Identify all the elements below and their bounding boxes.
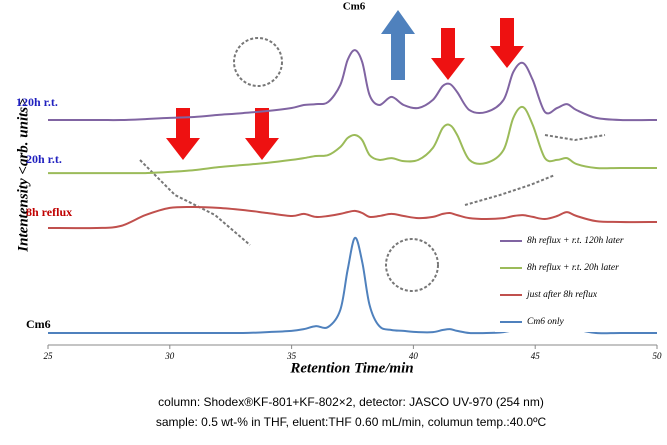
x-tick-label: 30 — [164, 351, 175, 361]
legend-label: 8h reflux + r.t. 20h later — [527, 262, 619, 273]
molecule — [464, 174, 556, 206]
curve-label: Cm6 — [26, 317, 51, 331]
molecule — [385, 238, 439, 292]
curve-label: 8h reflux — [26, 205, 72, 219]
curve-label: 120h r.t. — [16, 95, 58, 109]
red-arrow — [431, 28, 465, 80]
x-tick-label: 45 — [531, 351, 541, 361]
legend-label: Cm6 only — [527, 317, 564, 327]
legend-label: 8h reflux + r.t. 120h later — [527, 235, 624, 246]
red-arrow — [166, 108, 200, 160]
legend-box — [495, 228, 655, 332]
series-line — [47, 105, 657, 175]
x-tick-label: 25 — [44, 351, 54, 361]
blue-arrow — [381, 10, 415, 80]
curve-label: 20h r.t. — [26, 152, 62, 166]
peak-label: Cm6 — [343, 1, 366, 13]
molecules — [139, 37, 606, 292]
series-line — [48, 49, 658, 122]
x-tick-label: 35 — [286, 351, 297, 361]
molecule — [233, 37, 283, 87]
x-tick-label: 50 — [653, 351, 663, 361]
red-arrow — [490, 18, 524, 68]
x-tick-label: 40 — [409, 351, 419, 361]
series-line — [47, 205, 658, 230]
caption: sample: 0.5 wt-% in THF, eluent:THF 0.60… — [156, 415, 547, 429]
red-arrow — [245, 108, 279, 160]
molecule — [544, 134, 606, 142]
arrows — [166, 10, 524, 160]
legend-label: just after 8h reflux — [525, 289, 598, 300]
x-axis-title: Retention Time/min — [289, 360, 413, 376]
molecule — [139, 159, 251, 246]
y-axis-title: Intentensity <arb. units> — [15, 98, 31, 253]
caption: column: Shodex®KF-801+KF-802×2, detector… — [158, 395, 544, 409]
